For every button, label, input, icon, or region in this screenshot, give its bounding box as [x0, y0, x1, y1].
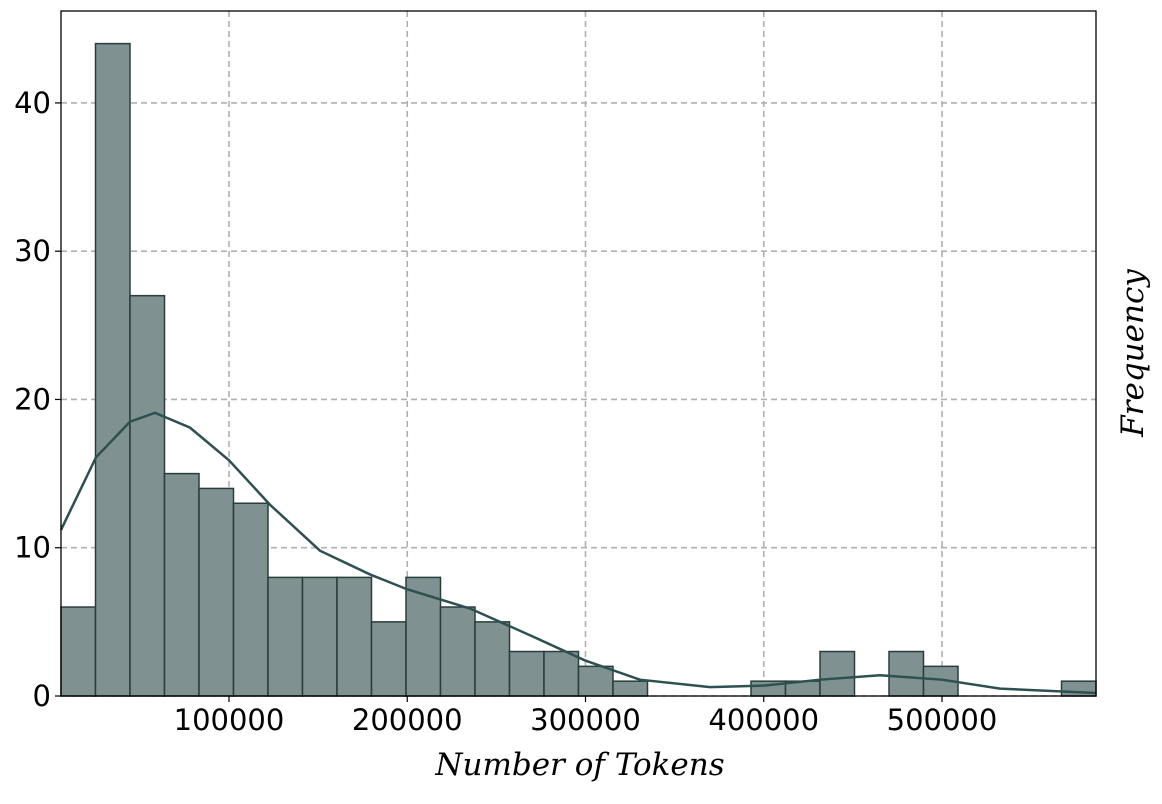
bar: [94, 42, 131, 697]
y-tick-label: 0: [33, 679, 51, 713]
bar: [612, 680, 649, 697]
bar: [508, 650, 545, 697]
y-tick-label: 40: [14, 86, 51, 120]
bar: [301, 576, 338, 697]
bar: [474, 621, 511, 697]
x-axis-label: Number of Tokens: [434, 747, 724, 783]
bar: [819, 650, 856, 697]
bar: [543, 650, 580, 697]
bar: [198, 487, 235, 697]
y-tick-label: 10: [14, 531, 51, 565]
x-tick-label: 300000: [530, 703, 641, 737]
bar: [232, 502, 269, 697]
bar: [577, 665, 614, 697]
bars: [60, 42, 1097, 697]
bar: [370, 621, 407, 697]
x-tick-label: 100000: [174, 703, 285, 737]
bar: [60, 606, 97, 697]
y-axis-label: Frequency: [1115, 269, 1151, 438]
bar: [439, 606, 476, 697]
plot-frame: [60, 10, 1097, 697]
x-tick-label: 400000: [708, 703, 819, 737]
bar: [336, 576, 373, 697]
overlay: 0 10 20 30 40 100000 200000 300000 400000 500000: [14, 10, 1097, 737]
y-tick-label: 20: [14, 382, 51, 416]
bar: [163, 472, 200, 697]
y-tick-label: 30: [14, 234, 51, 268]
bar: [267, 576, 304, 697]
bar: [888, 650, 925, 697]
bar: [129, 294, 166, 697]
x-tick-label: 500000: [887, 703, 998, 737]
kde-line: [59, 411, 1097, 695]
x-tick-label: 200000: [352, 703, 463, 737]
